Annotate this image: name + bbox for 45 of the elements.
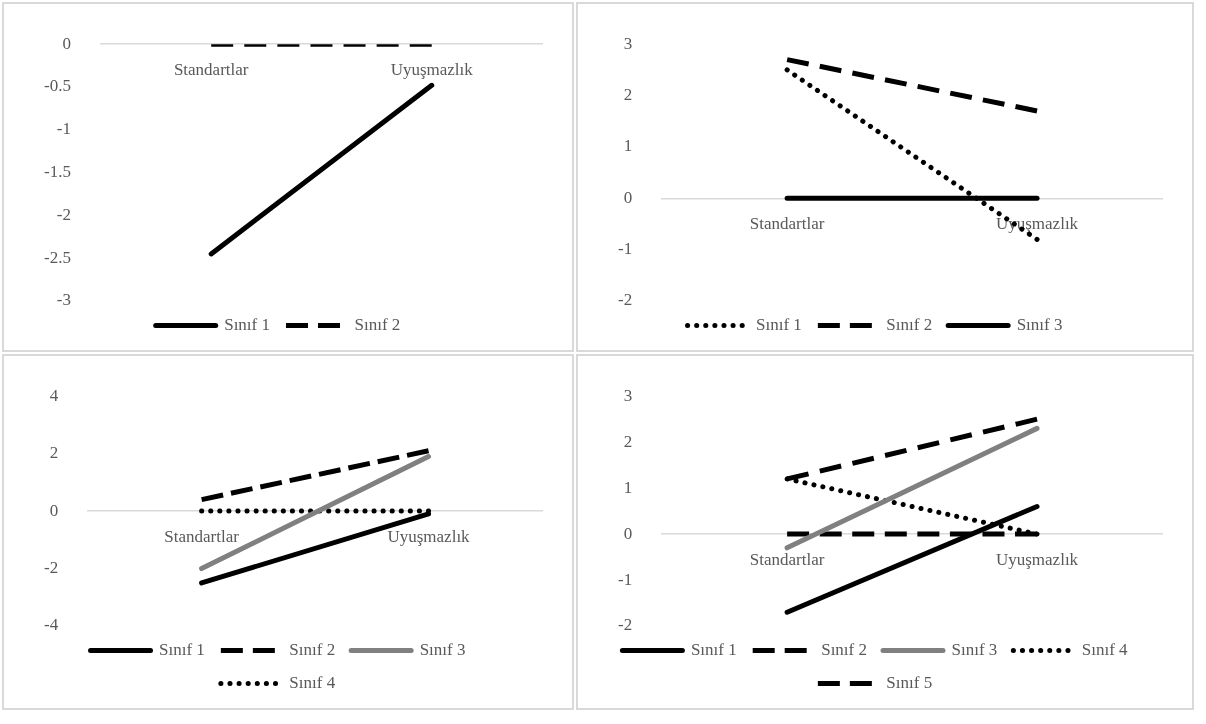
legend-label: Sınıf 4 <box>1081 639 1129 659</box>
x-tick-label: Uyuşmazlık <box>390 59 474 79</box>
x-tick-label: Standartlar <box>173 59 249 79</box>
x-tick-label: Uyuşmazlık <box>387 526 471 546</box>
y-tick-label: 2 <box>49 443 59 463</box>
legend-label: Sınıf 5 <box>886 672 933 692</box>
y-tick-label: -2 <box>617 290 633 310</box>
y-tick-label: 4 <box>49 385 59 405</box>
y-tick-label: -4 <box>43 615 59 635</box>
y-tick-label: 1 <box>623 477 633 497</box>
y-tick-label: 3 <box>623 385 633 405</box>
legend-label: Sınıf 1 <box>159 639 205 659</box>
legend-label: Sınıf 4 <box>289 672 336 692</box>
y-tick-label: -2.5 <box>43 247 71 267</box>
x-tick-label: Standartlar <box>164 526 240 546</box>
x-tick-label: Standartlar <box>749 213 825 233</box>
y-tick-label: -2 <box>43 558 59 578</box>
y-tick-label: 2 <box>623 431 633 451</box>
legend-label: Sınıf 1 <box>224 314 270 334</box>
y-tick-label: 0 <box>623 523 633 543</box>
y-tick-label: -3 <box>56 290 71 310</box>
y-tick-label: -2 <box>617 615 633 635</box>
y-tick-label: 0 <box>62 33 71 53</box>
x-tick-label: Uyuşmazlık <box>995 549 1079 569</box>
y-tick-label: -1.5 <box>43 162 71 182</box>
legend-label: Sınıf 1 <box>690 639 737 659</box>
y-tick-label: -1 <box>56 119 71 139</box>
y-tick-label: 0 <box>49 500 59 520</box>
y-tick-label: 2 <box>623 85 633 105</box>
legend-label: Sınıf 2 <box>354 314 401 334</box>
y-tick-label: -1 <box>617 569 633 589</box>
y-tick-label: -2 <box>56 204 71 224</box>
y-tick-label: 3 <box>623 33 633 53</box>
legend-label: Sınıf 1 <box>756 314 802 334</box>
legend-label: Sınıf 3 <box>951 639 998 659</box>
legend-label: Sınıf 2 <box>289 639 336 659</box>
legend-label: Sınıf 2 <box>821 639 867 659</box>
x-tick-label: Standartlar <box>749 549 825 569</box>
legend-label: Sınıf 2 <box>886 314 933 334</box>
legend-label: Sınıf 3 <box>419 639 466 659</box>
y-tick-label: 1 <box>623 136 633 156</box>
y-tick-label: -0.5 <box>43 76 71 96</box>
y-tick-label: -1 <box>617 239 633 259</box>
legend-label: Sınıf 3 <box>1016 314 1063 334</box>
y-tick-label: 0 <box>623 187 633 207</box>
